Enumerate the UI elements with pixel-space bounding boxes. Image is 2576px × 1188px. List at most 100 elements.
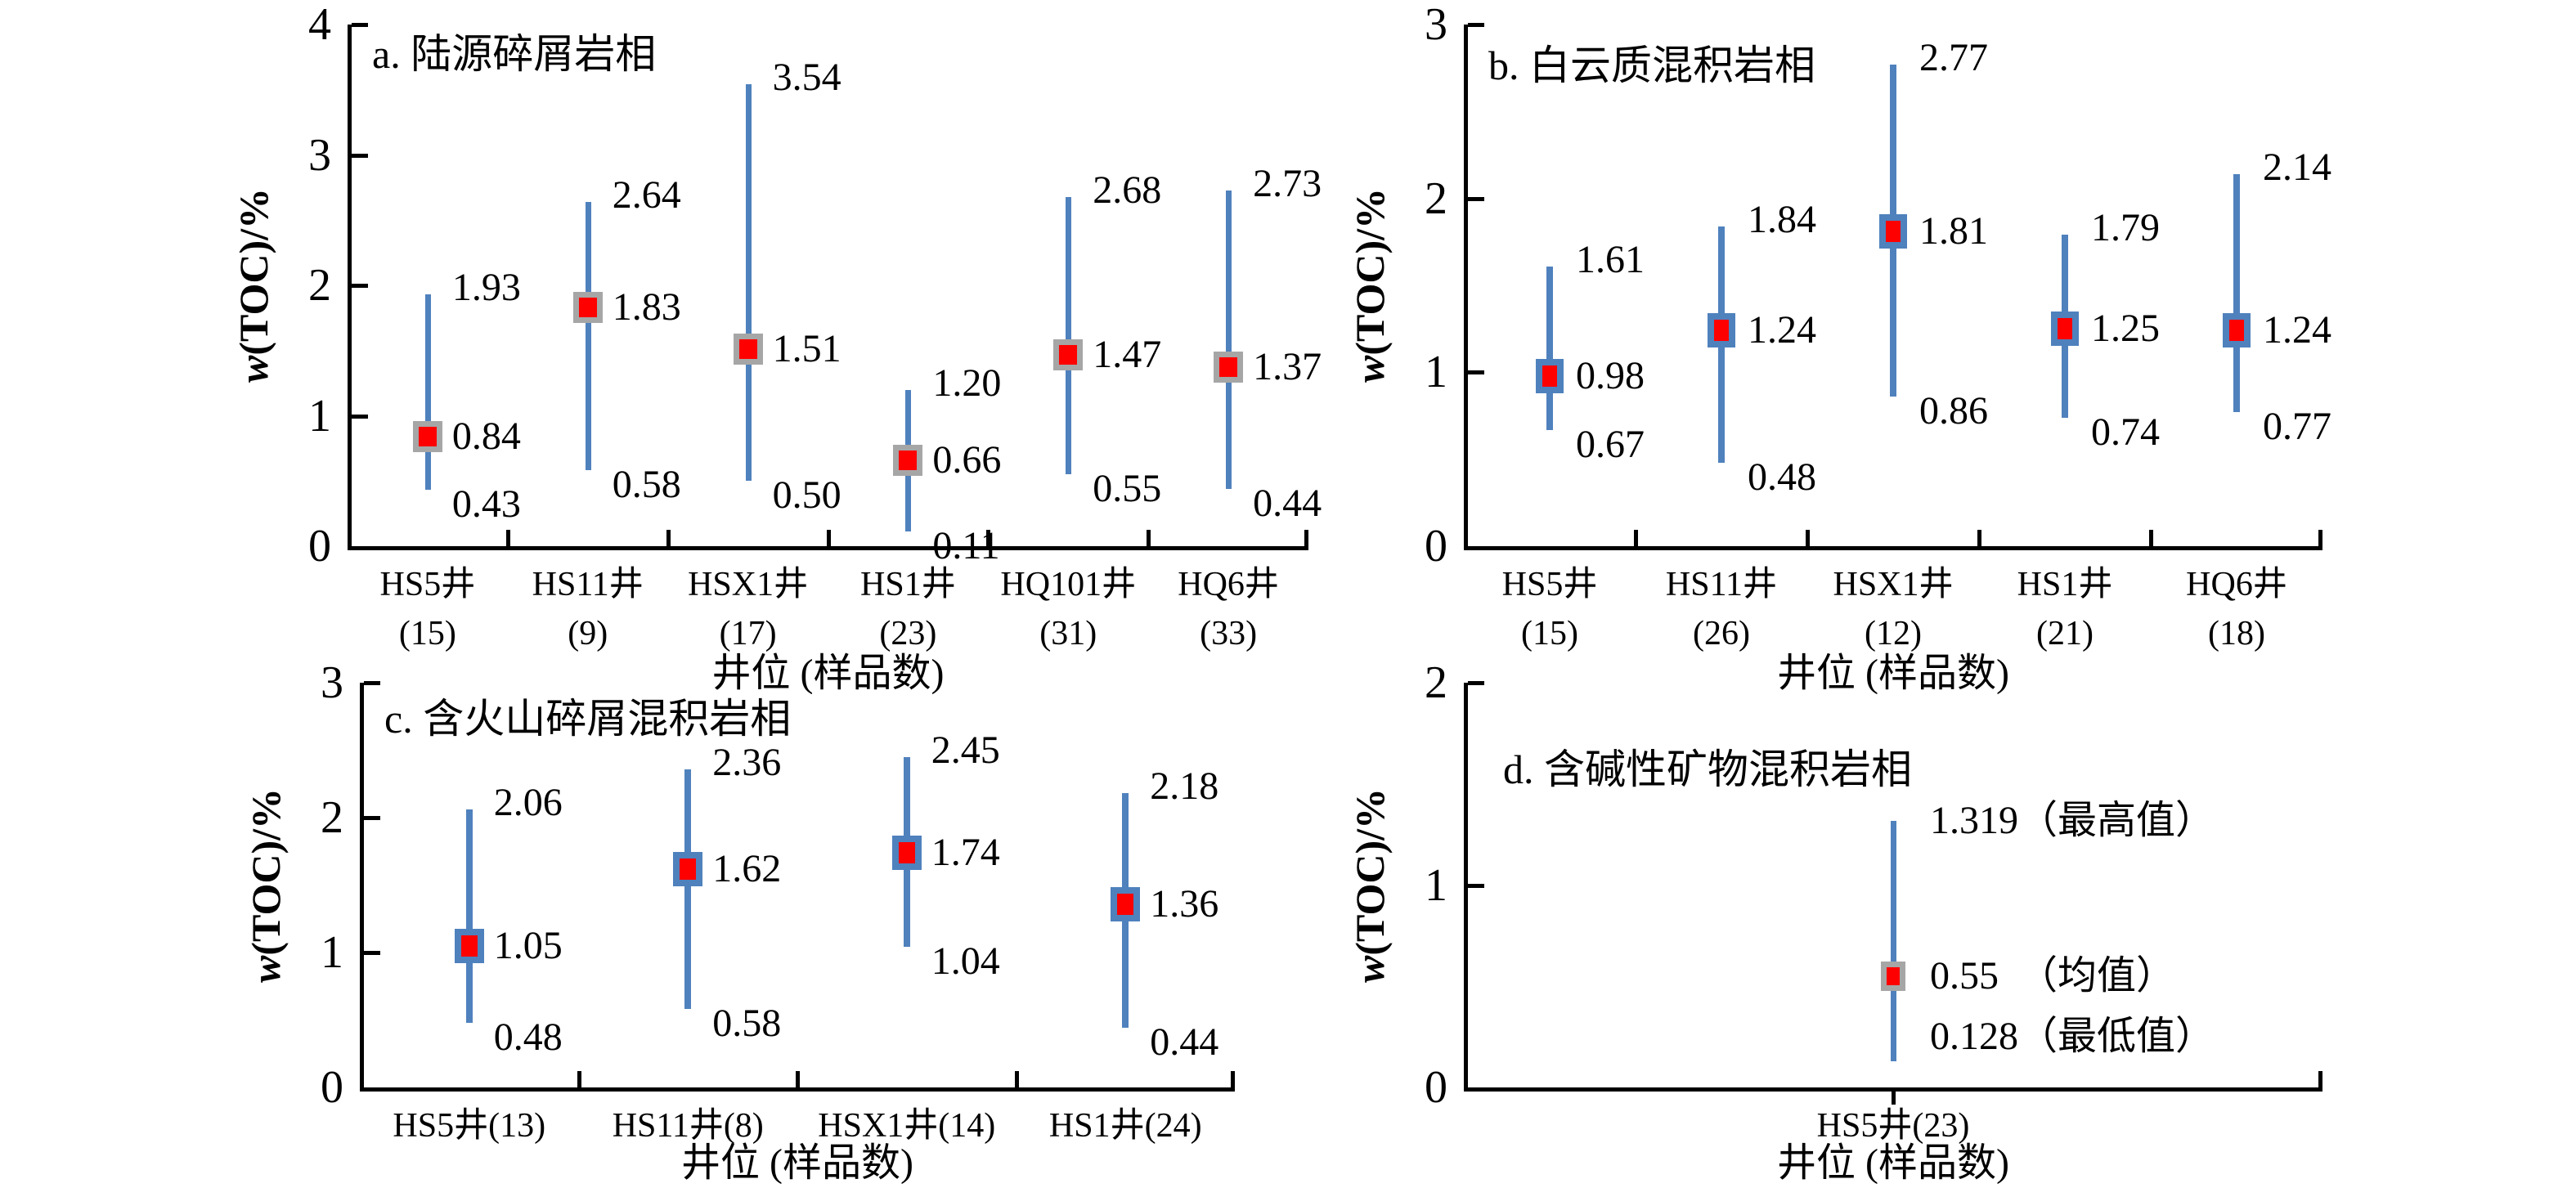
x-category-label: HS1井(24) — [1048, 1107, 1202, 1145]
y-axis — [360, 683, 364, 1092]
sample-count-label: (18) — [2208, 615, 2265, 652]
max-value-label: 2.73 — [1253, 161, 1322, 205]
x-tick — [1014, 1071, 1019, 1087]
mean-marker — [1214, 352, 1244, 383]
y-tick-label: 0 — [1425, 1062, 1447, 1113]
y-axis-title-w: w — [231, 355, 276, 383]
min-value-label: 0.86 — [1919, 389, 1988, 433]
min-value-label: 0.43 — [451, 482, 521, 527]
y-tick-label: 3 — [1425, 0, 1447, 50]
error-bar — [1226, 190, 1232, 489]
mean-marker — [2223, 313, 2251, 348]
mean-marker — [893, 444, 923, 476]
error-bar — [1546, 266, 1553, 430]
mean-value-label: 0.98 — [1576, 353, 1645, 397]
y-axis-title-w: w — [1347, 955, 1393, 983]
x-tick-end — [1231, 1071, 1235, 1087]
min-value-label: 1.04 — [931, 939, 1000, 984]
mean-value-label: 1.62 — [712, 846, 782, 890]
y-axis — [1464, 25, 1468, 550]
mean-marker — [1708, 313, 1735, 348]
x-category-label: HS5井 — [1501, 566, 1598, 603]
mean-marker — [1536, 358, 1564, 393]
x-tick-end — [2318, 530, 2322, 546]
y-tick — [352, 284, 368, 288]
mean-value-label: 1.83 — [612, 285, 681, 330]
x-axis — [1464, 1087, 2322, 1092]
y-axis-title: w(TOC)/% — [1347, 188, 1393, 383]
x-category-label: HS11井 — [532, 566, 644, 603]
error-bar — [465, 809, 473, 1023]
mean-value-label: 0.66 — [932, 437, 1002, 482]
panel-title: b. 白云质混积岩相 — [1488, 43, 1815, 88]
min-value-label: 0.48 — [1748, 455, 1816, 499]
error-bar — [684, 769, 692, 1010]
min-value-label: 0.74 — [2091, 410, 2160, 454]
max-value-label: 2.64 — [612, 173, 681, 217]
y-tick-label: 2 — [308, 260, 331, 311]
error-bar — [745, 84, 752, 482]
y-axis-title-w: w — [243, 955, 289, 983]
y-axis — [1464, 683, 1468, 1092]
max-value-label: 2.14 — [2263, 145, 2331, 189]
mean-marker — [733, 334, 763, 365]
x-tick-end — [2318, 1071, 2322, 1087]
y-tick-label: 1 — [308, 390, 331, 442]
max-value-label: 2.36 — [712, 740, 782, 784]
mean-marker — [1879, 214, 1907, 249]
max-value-label: 2.06 — [493, 781, 563, 825]
y-tick-label: 1 — [1425, 859, 1447, 911]
mean-value-label: 0.55 （均值） — [1930, 953, 2176, 997]
mean-value-label: 1.51 — [772, 327, 841, 371]
mean-value-label: 1.05 — [493, 923, 563, 967]
sample-count-label: (15) — [398, 615, 456, 652]
y-axis-title-rest: (TOC)/% — [243, 787, 289, 956]
x-category-label: HSX1井 — [688, 566, 809, 603]
y-tick — [352, 153, 368, 158]
mean-value-label: 1.74 — [931, 830, 1000, 874]
y-axis-title-rest: (TOC)/% — [1347, 188, 1393, 356]
x-category-label: HS5井(23) — [1816, 1107, 1970, 1145]
mean-value-label: 0.84 — [451, 415, 521, 459]
max-value-label: 2.77 — [1919, 35, 1988, 79]
y-axis-title: w(TOC)/% — [1347, 788, 1393, 983]
x-category-label: HS11井(8) — [612, 1107, 764, 1145]
y-tick-label: 3 — [308, 129, 331, 181]
max-value-label: 1.61 — [1576, 237, 1645, 281]
x-tick-center — [1892, 1092, 1896, 1105]
panel-title: d. 含碱性矿物混积岩相 — [1503, 746, 1912, 792]
y-tick-label: 0 — [308, 521, 331, 572]
max-value-label: 2.45 — [931, 728, 1000, 772]
min-value-label: 0.58 — [612, 463, 681, 507]
min-value-label: 0.11 — [932, 524, 1000, 568]
y-tick-label: 4 — [308, 0, 331, 50]
y-tick-label: 0 — [1425, 521, 1447, 572]
min-value-label: 0.58 — [712, 1002, 782, 1046]
error-bar — [424, 294, 431, 491]
y-tick — [352, 414, 368, 419]
x-tick — [577, 1071, 581, 1087]
max-value-label: 3.54 — [772, 56, 841, 100]
mean-marker — [1111, 886, 1141, 921]
mean-marker — [1881, 961, 1905, 991]
sample-count-label: (9) — [568, 615, 608, 652]
x-tick — [796, 1071, 800, 1087]
y-axis-title: w(TOC)/% — [243, 787, 289, 983]
x-tick — [1977, 530, 1981, 546]
y-axis-title-w: w — [1347, 355, 1393, 383]
panel-title: a. 陆源碎屑岩相 — [372, 31, 657, 77]
y-tick — [1468, 883, 1484, 888]
panel-title: c. 含火山碎屑混积岩相 — [384, 696, 792, 742]
y-tick — [1468, 23, 1484, 27]
max-value-label: 1.319（最高值） — [1930, 798, 2215, 842]
sample-count-label: (26) — [1693, 615, 1750, 652]
x-tick — [1147, 530, 1151, 546]
x-axis-title: 井位 (样品数) — [1777, 1141, 2009, 1185]
max-value-label: 2.68 — [1093, 168, 1162, 212]
x-category-label: HS5井(13) — [393, 1107, 546, 1145]
sample-count-label: (33) — [1200, 615, 1258, 652]
x-tick — [1806, 530, 1810, 546]
x-category-label: HSX1井(14) — [818, 1107, 996, 1145]
y-tick-label: 1 — [321, 927, 343, 978]
